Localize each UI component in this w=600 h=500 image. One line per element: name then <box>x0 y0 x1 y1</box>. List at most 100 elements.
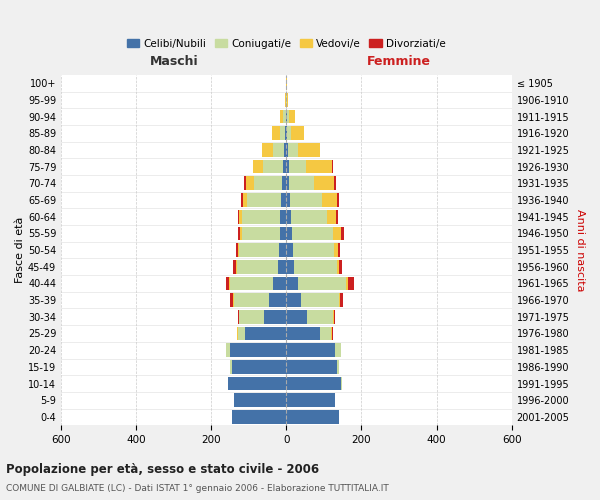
Bar <box>286 110 287 124</box>
Bar <box>286 410 339 424</box>
Bar <box>286 126 304 140</box>
Bar <box>280 226 286 240</box>
Bar <box>228 376 286 390</box>
Bar <box>286 276 298 290</box>
Bar <box>236 260 286 274</box>
Bar <box>233 294 286 307</box>
Bar <box>286 226 344 240</box>
Bar <box>286 376 341 390</box>
Bar <box>280 110 286 124</box>
Bar <box>286 243 338 257</box>
Bar <box>286 276 347 290</box>
Bar <box>285 93 286 106</box>
Bar <box>286 110 295 124</box>
Bar <box>286 360 339 374</box>
Bar <box>286 93 288 106</box>
Bar <box>264 310 286 324</box>
Bar <box>286 110 289 124</box>
Bar <box>226 344 286 357</box>
Bar <box>286 126 287 140</box>
Bar <box>239 243 286 257</box>
Bar <box>286 294 339 307</box>
Bar <box>226 344 286 357</box>
Bar <box>262 143 286 157</box>
Bar <box>286 193 338 207</box>
Bar <box>286 394 335 407</box>
Bar <box>286 344 341 357</box>
Bar <box>286 326 331 340</box>
Bar <box>280 210 286 224</box>
Bar <box>286 326 332 340</box>
Bar <box>273 143 286 157</box>
Bar <box>286 410 339 424</box>
Bar <box>283 110 286 124</box>
Bar <box>286 294 343 307</box>
Bar <box>286 143 298 157</box>
Bar <box>242 226 286 240</box>
Bar <box>282 176 286 190</box>
Bar <box>230 294 286 307</box>
Bar <box>226 276 286 290</box>
Bar <box>239 310 286 324</box>
Bar <box>247 193 286 207</box>
Bar <box>286 160 332 173</box>
Bar <box>286 226 334 240</box>
Text: Femmine: Femmine <box>367 55 431 68</box>
Bar <box>286 276 346 290</box>
Bar <box>232 360 286 374</box>
Bar <box>253 160 286 173</box>
Bar <box>286 394 335 407</box>
Bar <box>234 394 286 407</box>
Bar <box>238 226 286 240</box>
Bar <box>286 226 292 240</box>
Bar <box>286 226 341 240</box>
Bar <box>286 344 341 357</box>
Bar <box>283 160 286 173</box>
Bar <box>286 376 341 390</box>
Bar <box>233 260 286 274</box>
Bar <box>246 176 286 190</box>
Bar <box>239 210 286 224</box>
Bar <box>286 260 337 274</box>
Bar <box>286 376 341 390</box>
Bar <box>286 126 304 140</box>
Bar <box>238 326 286 340</box>
Bar <box>253 160 286 173</box>
Bar <box>286 176 314 190</box>
Bar <box>234 394 286 407</box>
Bar <box>286 160 289 173</box>
Bar <box>286 193 290 207</box>
Bar <box>254 176 286 190</box>
Bar <box>286 310 307 324</box>
Text: COMUNE DI GALBIATE (LC) - Dati ISTAT 1° gennaio 2006 - Elaborazione TUTTITALIA.I: COMUNE DI GALBIATE (LC) - Dati ISTAT 1° … <box>6 484 389 493</box>
Bar <box>278 260 286 274</box>
Bar <box>286 210 291 224</box>
Bar <box>234 394 286 407</box>
Bar <box>286 243 334 257</box>
Bar <box>286 243 293 257</box>
Bar <box>234 294 286 307</box>
Bar <box>230 360 286 374</box>
Bar <box>226 344 286 357</box>
Bar <box>286 210 326 224</box>
Bar <box>286 310 335 324</box>
Bar <box>286 294 301 307</box>
Bar <box>285 126 286 140</box>
Bar <box>240 226 286 240</box>
Bar <box>286 410 339 424</box>
Bar <box>236 243 286 257</box>
Bar <box>285 93 286 106</box>
Bar <box>237 326 286 340</box>
Bar <box>286 143 288 157</box>
Bar <box>286 394 335 407</box>
Bar <box>286 344 341 357</box>
Bar <box>286 410 339 424</box>
Bar <box>286 310 334 324</box>
Bar <box>232 410 286 424</box>
Bar <box>228 376 286 390</box>
Bar <box>242 210 286 224</box>
Bar <box>286 360 339 374</box>
Bar <box>286 260 294 274</box>
Bar <box>286 143 320 157</box>
Bar <box>286 344 335 357</box>
